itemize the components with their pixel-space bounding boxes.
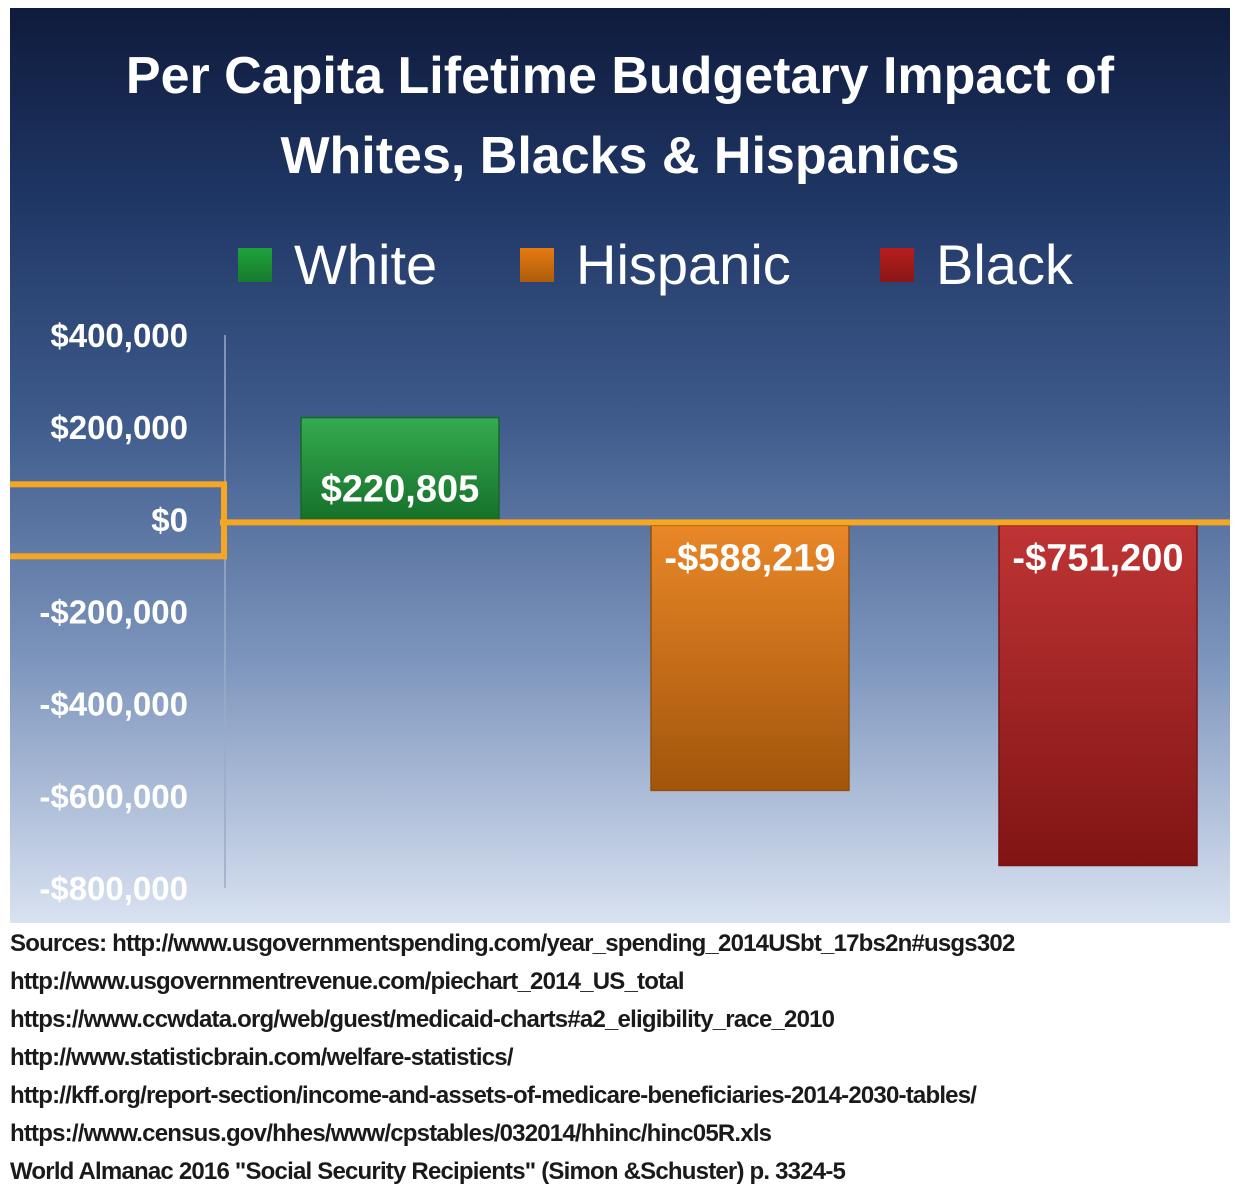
legend-item-white: White	[238, 230, 437, 300]
y-tick-label: -$800,000	[39, 870, 188, 907]
y-tick-label: $400,000	[50, 317, 188, 354]
source-line: Sources: http://www.usgovernmentspending…	[10, 930, 1015, 957]
data-labels: $220,805 -$588,219 -$751,200	[321, 468, 1184, 579]
data-label-hispanic: -$588,219	[664, 537, 835, 579]
source-line: http://www.usgovernmentrevenue.com/piech…	[10, 968, 685, 995]
bar-hispanic	[650, 524, 850, 792]
source-line: https://www.census.gov/hhes/www/cpstable…	[10, 1120, 772, 1147]
legend: White Hispanic Black	[10, 230, 1230, 300]
bar-white	[300, 416, 500, 521]
legend-swatch-black	[880, 248, 914, 282]
legend-swatch-white	[238, 248, 272, 282]
chart-title: Per Capita Lifetime Budgetary Impact of …	[125, 47, 1115, 185]
chart-panel: Per Capita Lifetime Budgetary Impact of …	[10, 8, 1230, 923]
zero-highlight-box	[10, 481, 227, 560]
source-line: http://kff.org/report-section/income-and…	[10, 1082, 977, 1109]
legend-label-black: Black	[936, 233, 1073, 296]
zero-line-highlight	[10, 481, 1230, 560]
source-line: https://www.ccwdata.org/web/guest/medica…	[10, 1006, 835, 1033]
legend-swatch-hispanic	[520, 248, 554, 282]
bar-plot: $400,000 $200,000 $0 -$200,000 -$400,000 -$60…	[10, 317, 1230, 907]
y-tick-label: $0	[151, 501, 188, 538]
y-tick-label: -$400,000	[39, 686, 188, 723]
y-tick-label: $200,000	[50, 409, 188, 446]
legend-item-black: Black	[880, 230, 1073, 300]
bar-black	[998, 524, 1198, 867]
y-tick-label: -$600,000	[39, 778, 188, 815]
bars	[300, 416, 1198, 867]
y-tick-label: -$200,000	[39, 594, 188, 631]
data-label-black: -$751,200	[1012, 537, 1183, 579]
sources-list: Sources: http://www.usgovernmentspending…	[10, 925, 1235, 1191]
source-line: http://www.statisticbrain.com/welfare-st…	[10, 1044, 514, 1071]
legend-item-hispanic: Hispanic	[520, 230, 791, 300]
legend-label-hispanic: Hispanic	[576, 233, 791, 296]
data-label-white: $220,805	[321, 468, 480, 510]
source-line: World Almanac 2016 "Social Security Reci…	[10, 1158, 846, 1185]
legend-label-white: White	[294, 233, 438, 296]
y-axis: $400,000 $200,000 $0 -$200,000 -$400,000 -$60…	[39, 317, 226, 907]
